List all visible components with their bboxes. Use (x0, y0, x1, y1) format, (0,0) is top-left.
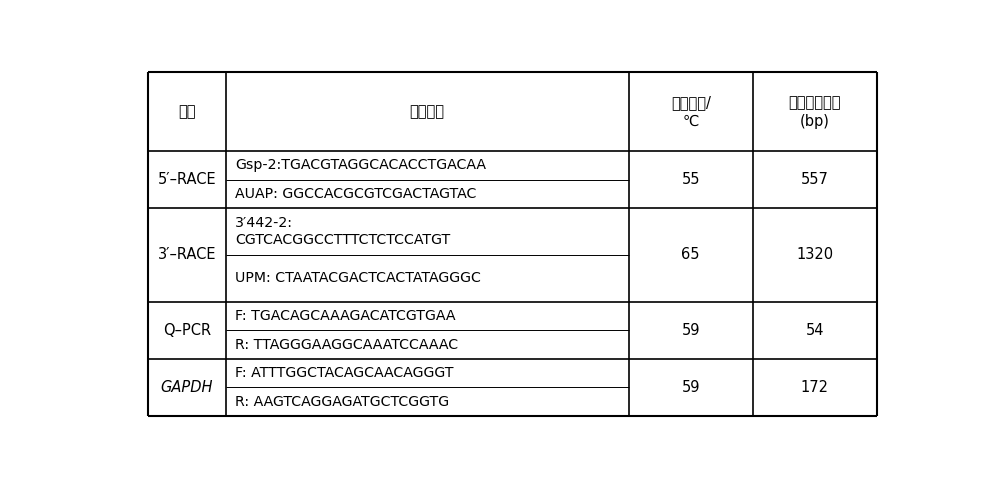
Text: R: AAGTCAGGAGATGCTCGGTG: R: AAGTCAGGAGATGCTCGGTG (235, 395, 449, 409)
Text: F: ATTTGGCTACAGCAACAGGGT: F: ATTTGGCTACAGCAACAGGGT (235, 366, 454, 380)
Text: F: TGACAGCAAAGACATCGTGAA: F: TGACAGCAAAGACATCGTGAA (235, 309, 456, 323)
Text: 扩增片断大小
(bp): 扩增片断大小 (bp) (788, 95, 841, 129)
Text: 3′–RACE: 3′–RACE (158, 248, 216, 263)
Text: 65: 65 (682, 248, 700, 263)
Text: 引物: 引物 (178, 104, 196, 119)
Text: 引物序列: 引物序列 (410, 104, 445, 119)
Text: 3′442-2:
CGTCACGGCCTTTCTCTCCATGT: 3′442-2: CGTCACGGCCTTTCTCTCCATGT (235, 216, 450, 247)
Text: GAPDH: GAPDH (161, 380, 213, 395)
Text: R: TTAGGGAAGGCAAATCCAAAC: R: TTAGGGAAGGCAAATCCAAAC (235, 337, 458, 351)
Text: 54: 54 (806, 323, 824, 338)
Text: 172: 172 (801, 380, 829, 395)
Text: 5′–RACE: 5′–RACE (158, 172, 216, 187)
Text: 1320: 1320 (796, 248, 833, 263)
Text: 59: 59 (682, 380, 700, 395)
Text: 59: 59 (682, 323, 700, 338)
Text: AUAP: GGCCACGCGTCGACTAGTAC: AUAP: GGCCACGCGTCGACTAGTAC (235, 187, 476, 201)
Text: Q–PCR: Q–PCR (163, 323, 211, 338)
Text: 55: 55 (682, 172, 700, 187)
Text: 退火温度/
℃: 退火温度/ ℃ (671, 95, 711, 129)
Text: UPM: CTAATACGACTCACTATAGGGC: UPM: CTAATACGACTCACTATAGGGC (235, 271, 481, 285)
Text: Gsp-2:TGACGTAGGCACACCTGACAA: Gsp-2:TGACGTAGGCACACCTGACAA (235, 158, 486, 172)
Text: 557: 557 (801, 172, 829, 187)
